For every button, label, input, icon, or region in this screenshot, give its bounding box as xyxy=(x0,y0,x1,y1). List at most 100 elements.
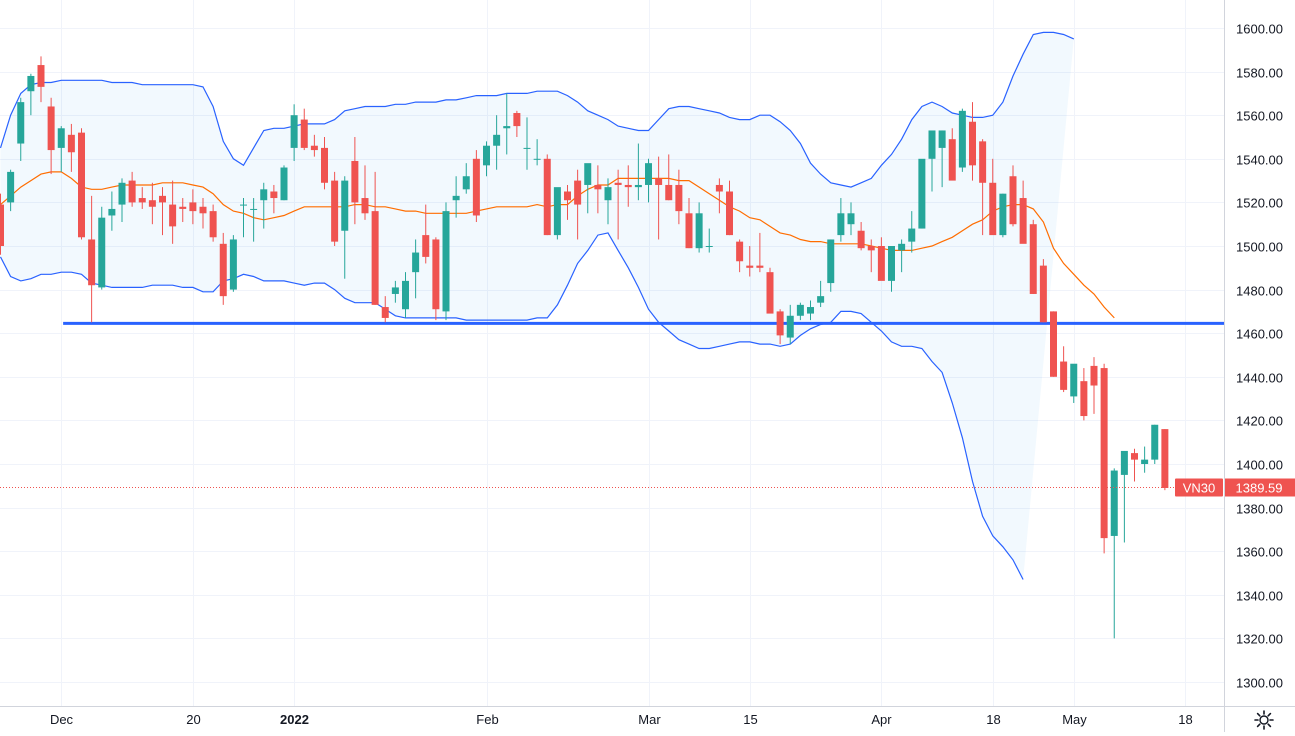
candle[interactable] xyxy=(493,115,501,170)
candle[interactable] xyxy=(1029,219,1037,294)
candle[interactable] xyxy=(1060,346,1068,393)
candle[interactable] xyxy=(240,198,247,238)
candle[interactable] xyxy=(1070,363,1078,403)
candle[interactable] xyxy=(655,156,663,240)
candle[interactable] xyxy=(1050,311,1057,377)
candle[interactable] xyxy=(827,239,835,292)
candle[interactable] xyxy=(1039,259,1047,323)
candle[interactable] xyxy=(574,169,582,240)
candle[interactable] xyxy=(989,158,997,236)
candle[interactable] xyxy=(47,97,55,175)
candle[interactable] xyxy=(665,154,673,201)
candle[interactable] xyxy=(1100,363,1108,554)
candle[interactable] xyxy=(341,176,349,279)
candle[interactable] xyxy=(391,280,399,303)
candle[interactable] xyxy=(321,137,328,190)
candle[interactable] xyxy=(412,239,420,299)
candle[interactable] xyxy=(148,182,156,225)
candle[interactable] xyxy=(999,193,1007,238)
candle[interactable] xyxy=(250,198,258,242)
candle[interactable] xyxy=(1141,446,1149,473)
candle[interactable] xyxy=(108,191,116,231)
candle[interactable] xyxy=(37,56,45,103)
candle[interactable] xyxy=(513,110,521,137)
candle[interactable] xyxy=(867,239,875,273)
candle[interactable] xyxy=(1151,424,1159,464)
candle[interactable] xyxy=(1161,429,1169,491)
candle[interactable] xyxy=(462,163,470,194)
candle[interactable] xyxy=(705,228,713,253)
price-axis[interactable]: 1300.00 1320.00 1340.00 1360.00 1380.00 1400.… xyxy=(1224,0,1284,732)
candle[interactable] xyxy=(938,130,946,188)
candle[interactable] xyxy=(1110,468,1118,639)
candle[interactable] xyxy=(969,102,976,181)
candle[interactable] xyxy=(543,154,551,236)
candle[interactable] xyxy=(634,143,642,201)
candle[interactable] xyxy=(523,117,531,170)
candle[interactable] xyxy=(290,104,298,161)
candle[interactable] xyxy=(432,237,440,321)
candle[interactable] xyxy=(67,123,75,172)
candle[interactable] xyxy=(624,165,632,207)
candle[interactable] xyxy=(726,180,733,236)
candle[interactable] xyxy=(78,128,85,240)
candle[interactable] xyxy=(857,222,865,251)
candle[interactable] xyxy=(472,150,480,223)
candle[interactable] xyxy=(159,187,166,236)
candle[interactable] xyxy=(402,272,409,318)
candle[interactable] xyxy=(1080,368,1088,421)
candle[interactable] xyxy=(128,171,136,207)
candle[interactable] xyxy=(817,280,825,308)
candle[interactable] xyxy=(533,139,541,166)
candle[interactable] xyxy=(57,126,65,172)
candle[interactable] xyxy=(796,302,804,321)
candle[interactable] xyxy=(503,93,511,155)
candle[interactable] xyxy=(27,73,35,116)
candle[interactable] xyxy=(452,176,460,218)
candle[interactable] xyxy=(219,232,227,305)
candle[interactable] xyxy=(746,246,754,277)
candle[interactable] xyxy=(331,171,339,246)
candle[interactable] xyxy=(1009,165,1017,227)
candle[interactable] xyxy=(7,169,15,212)
candle[interactable] xyxy=(877,237,885,281)
candle[interactable] xyxy=(837,198,845,242)
candle[interactable] xyxy=(229,235,237,292)
candle[interactable] xyxy=(280,165,288,201)
candle[interactable] xyxy=(483,141,490,177)
candle[interactable] xyxy=(715,178,723,214)
candle[interactable] xyxy=(300,108,308,151)
candle[interactable] xyxy=(685,198,693,249)
candle[interactable] xyxy=(0,193,4,255)
candle[interactable] xyxy=(1131,448,1138,482)
candle[interactable] xyxy=(118,178,126,223)
candle[interactable] xyxy=(614,169,622,240)
candle[interactable] xyxy=(908,211,916,253)
candle[interactable] xyxy=(898,239,906,273)
candle[interactable] xyxy=(1090,357,1098,414)
candle[interactable] xyxy=(958,108,966,172)
candle[interactable] xyxy=(564,184,571,220)
candle[interactable] xyxy=(88,195,96,323)
candle[interactable] xyxy=(979,139,987,236)
candle[interactable] xyxy=(1120,450,1128,543)
candle[interactable] xyxy=(179,198,187,223)
candle[interactable] xyxy=(736,239,744,273)
candle[interactable] xyxy=(310,134,318,157)
candles[interactable] xyxy=(0,56,1169,639)
candle[interactable] xyxy=(695,202,703,253)
candle[interactable] xyxy=(847,202,855,236)
candle[interactable] xyxy=(442,202,450,321)
candle[interactable] xyxy=(766,267,774,314)
candle[interactable] xyxy=(381,296,389,323)
candle[interactable] xyxy=(928,130,936,192)
candle[interactable] xyxy=(594,165,602,214)
candle[interactable] xyxy=(888,246,895,292)
candle[interactable] xyxy=(786,304,794,345)
candle[interactable] xyxy=(675,169,683,225)
candle[interactable] xyxy=(270,184,278,214)
candle[interactable] xyxy=(584,163,592,214)
time-axis[interactable]: Dec 20 2022 Feb Mar 15 Apr 18 May 18 xyxy=(0,706,1295,728)
candle[interactable] xyxy=(948,128,956,181)
